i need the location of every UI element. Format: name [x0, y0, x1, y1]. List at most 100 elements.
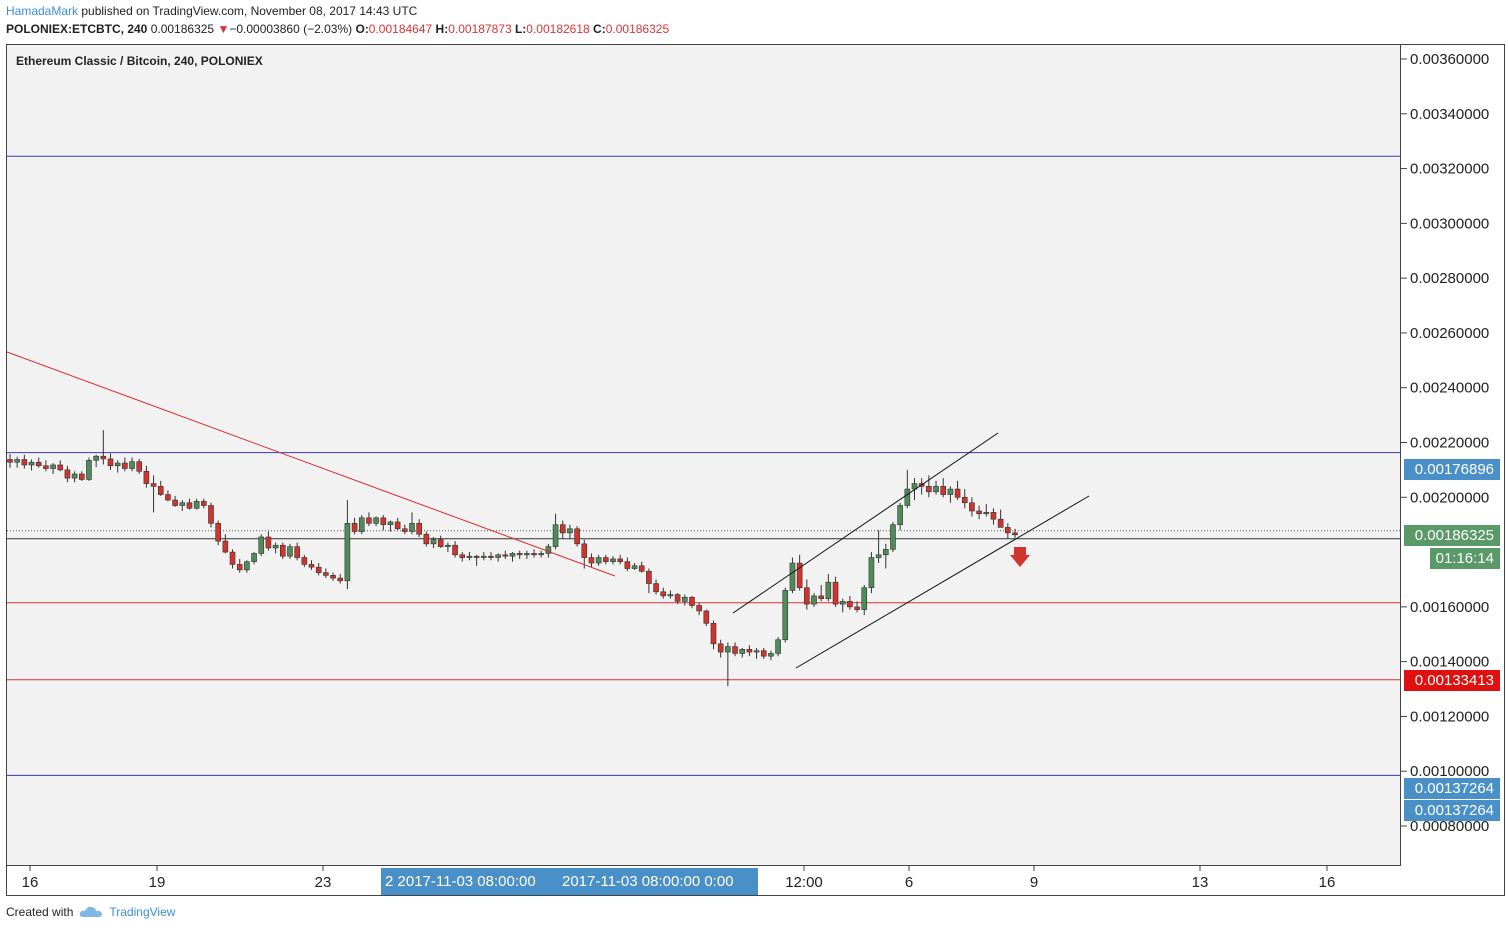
candle-body-107: [775, 639, 781, 654]
candle-body-134: [969, 502, 975, 512]
y-tick-label-5: 0.00260000: [1410, 325, 1489, 342]
candle-body-95: [689, 596, 695, 606]
publish-text: published on TradingView.com, November 0…: [78, 4, 418, 18]
candle-body-74: [538, 553, 545, 556]
time-crosshair-right-tail: 0:00: [704, 873, 734, 890]
candle-body-63: [459, 554, 466, 558]
candle-body-92: [667, 594, 674, 597]
chart-title: Ethereum Classic / Bitcoin, 240, POLONIE…: [16, 54, 263, 68]
low-label: L:: [514, 22, 527, 36]
candle-body-23: [172, 499, 178, 506]
candle-body-67: [488, 555, 494, 558]
tradingview-link[interactable]: TradingView: [109, 905, 176, 919]
candle-body-60: [437, 539, 444, 547]
candle-body-89: [646, 570, 652, 584]
candle-body-26: [193, 501, 200, 509]
price-change: −0.00003860 (−2.03%): [229, 22, 353, 36]
candle-body-111: [804, 587, 810, 605]
candle-body-2: [21, 459, 28, 466]
tradingview-cloud-icon: [80, 906, 103, 917]
low-value: 0.00182618: [526, 22, 590, 36]
candle-body-61: [445, 544, 451, 547]
candle-body-128: [926, 486, 932, 493]
candle-body-30: [222, 540, 229, 553]
candle-body-4: [35, 461, 42, 467]
candle-body-85: [617, 558, 623, 562]
candle-body-106: [768, 653, 774, 657]
candle-body-100: [725, 646, 731, 653]
y-tick-label-6: 0.00240000: [1410, 380, 1489, 397]
candle-body-31: [229, 551, 236, 565]
candle-body-5: [43, 465, 49, 469]
candle-body-120: [868, 557, 875, 588]
candle-body-101: [732, 646, 738, 654]
candle-body-52: [380, 517, 387, 525]
downtrend-line: [6, 351, 616, 577]
candle-body-48: [351, 523, 358, 532]
x-tick-label-6: 13: [1192, 874, 1209, 891]
candle-body-11: [86, 460, 92, 480]
ohlc-bar: POLONIEX:ETCBTC, 240 0.00186325 ▼−0.0000…: [6, 22, 669, 36]
candle-body-99: [717, 643, 724, 653]
candle-body-82: [595, 557, 602, 564]
candle-body-12: [93, 455, 99, 461]
candle-body-113: [818, 595, 824, 599]
candle-body-80: [581, 543, 588, 558]
candle-body-132: [954, 488, 961, 498]
price-tag-upper: 0.00176896: [1404, 459, 1500, 480]
candle-body-81: [588, 557, 595, 564]
candle-body-18: [136, 461, 143, 472]
candle-body-70: [509, 553, 516, 557]
candle-body-24: [179, 502, 186, 506]
candle-body-53: [387, 521, 394, 525]
y-tick-label-11: 0.00120000: [1410, 708, 1489, 725]
footer: Created with TradingView: [6, 905, 175, 919]
candle-body-20: [150, 483, 157, 487]
x-tick-label-7: 16: [1319, 874, 1336, 891]
candle-body-68: [495, 554, 501, 558]
high-value: 0.00187873: [448, 22, 512, 36]
candle-body-62: [452, 544, 458, 556]
chart-pane[interactable]: [6, 44, 1401, 866]
candle-body-102: [739, 649, 746, 654]
candle-body-135: [976, 510, 982, 515]
candle-body-50: [366, 517, 372, 524]
candle-body-137: [990, 512, 997, 520]
y-tick-label-0: 0.00360000: [1410, 51, 1489, 68]
candle-body-41: [301, 557, 308, 565]
candle-body-6: [50, 464, 56, 469]
candle-body-108: [782, 590, 789, 641]
publish-info: HamadaMark published on TradingView.com,…: [6, 4, 417, 18]
candle-body-51: [373, 517, 379, 524]
candle-body-116: [839, 601, 846, 605]
x-tick-label-3: 12:00: [785, 874, 823, 891]
candle-body-21: [157, 486, 164, 495]
candle-body-87: [631, 565, 638, 569]
candle-body-122: [882, 549, 889, 556]
candle-body-38: [279, 544, 286, 557]
candle-body-91: [660, 591, 667, 597]
y-tick-label-7: 0.00220000: [1410, 435, 1489, 452]
candle-body-57: [416, 523, 422, 535]
candle-body-79: [574, 528, 580, 545]
price-axis[interactable]: [1401, 44, 1505, 866]
candle-body-43: [315, 566, 322, 573]
price-tag-lower-2: 0.00137264: [1404, 800, 1500, 821]
candle-body-136: [983, 512, 990, 515]
candle-body-9: [71, 473, 78, 479]
close-value: 0.00186325: [605, 22, 670, 36]
x-tick-label-4: 6: [905, 874, 913, 891]
candle-body-36: [265, 536, 272, 549]
candle-body-35: [258, 536, 265, 554]
time-crosshair-right-label: 2017-11-03 08:00:00: [562, 873, 701, 890]
high-label: H:: [435, 22, 449, 36]
y-tick-label-12: 0.00100000: [1410, 763, 1489, 780]
candle-body-129: [933, 486, 939, 493]
candle-body-59: [430, 539, 437, 545]
candle-body-112: [811, 595, 817, 605]
close-label: C:: [593, 22, 606, 36]
channel-upper-line: [732, 432, 999, 614]
author-link[interactable]: HamadaMark: [6, 4, 79, 18]
candle-body-40: [294, 546, 300, 558]
